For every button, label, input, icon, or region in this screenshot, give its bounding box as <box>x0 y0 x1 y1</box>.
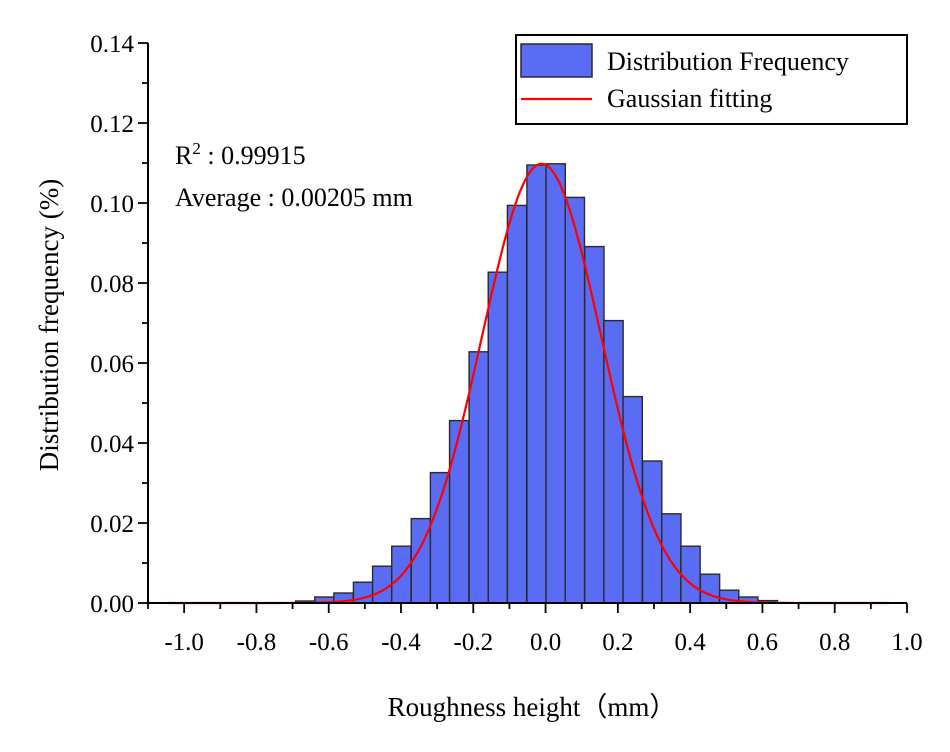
x-tick-labels: -1.0 -0.8 -0.6 -0.4 -0.2 0.0 0.2 0.4 0.6 0.8 1.0 <box>164 629 922 656</box>
histogram-bar <box>545 163 567 604</box>
r2-value: : 0.99915 <box>201 141 306 170</box>
axes <box>138 42 908 613</box>
x-axis-title: Roughness height（mm） <box>388 692 677 722</box>
x-tick-label: 0.8 <box>819 629 850 656</box>
y-tick-label: 0.00 <box>90 591 134 618</box>
histogram-bar <box>622 395 643 604</box>
legend-label-distribution: Distribution Frequency <box>607 47 849 76</box>
histogram-bar <box>506 204 528 604</box>
legend-label-gaussian: Gaussian fitting <box>607 84 772 113</box>
r2-annotation: R2 : 0.99915 <box>175 139 306 170</box>
r2-prefix: R <box>175 141 193 170</box>
histogram-bar <box>526 164 547 604</box>
histogram-bar <box>429 471 451 604</box>
x-tick-label: -0.8 <box>237 629 277 656</box>
x-tick-label: -0.6 <box>309 629 349 656</box>
histogram-bar <box>487 271 509 604</box>
histogram-bar <box>641 460 663 604</box>
legend: Distribution Frequency Gaussian fitting <box>515 34 908 125</box>
y-axis-title: Distribution frequency (%) <box>34 179 64 471</box>
histogram-bar <box>699 573 721 604</box>
legend-swatch-bar <box>520 43 593 78</box>
y-tick-label: 0.10 <box>90 191 134 218</box>
y-tick-label: 0.02 <box>90 511 134 538</box>
y-tick-label: 0.06 <box>90 351 134 378</box>
x-tick-label: 0.6 <box>747 629 778 656</box>
histogram-bar <box>661 513 682 604</box>
r2-superscript: 2 <box>192 139 201 158</box>
y-tick-label: 0.04 <box>90 431 134 458</box>
y-tick-labels: 0.00 0.02 0.04 0.06 0.08 0.10 0.12 0.14 <box>90 31 134 618</box>
histogram-bars <box>294 163 779 604</box>
y-tick-label: 0.14 <box>90 31 134 58</box>
histogram-bar <box>564 196 586 604</box>
histogram-bar <box>680 545 701 604</box>
annotation: R2 : 0.99915 Average : 0.00205 mm <box>175 139 413 212</box>
x-tick-label: -0.4 <box>381 629 421 656</box>
y-tick-label: 0.12 <box>90 111 134 138</box>
histogram-bar <box>448 419 470 604</box>
x-tick-label: 0.2 <box>602 629 633 656</box>
histogram-bar <box>468 351 490 604</box>
x-tick-label: -1.0 <box>164 629 204 656</box>
x-tick-label: -0.2 <box>454 629 494 656</box>
x-tick-label: 0.0 <box>530 629 561 656</box>
histogram-bar <box>371 565 393 604</box>
average-annotation: Average : 0.00205 mm <box>175 183 413 212</box>
y-tick-label: 0.08 <box>90 271 134 298</box>
x-tick-label: 0.4 <box>675 629 707 656</box>
histogram-bar <box>584 245 605 604</box>
x-tick-label: 1.0 <box>891 629 922 656</box>
